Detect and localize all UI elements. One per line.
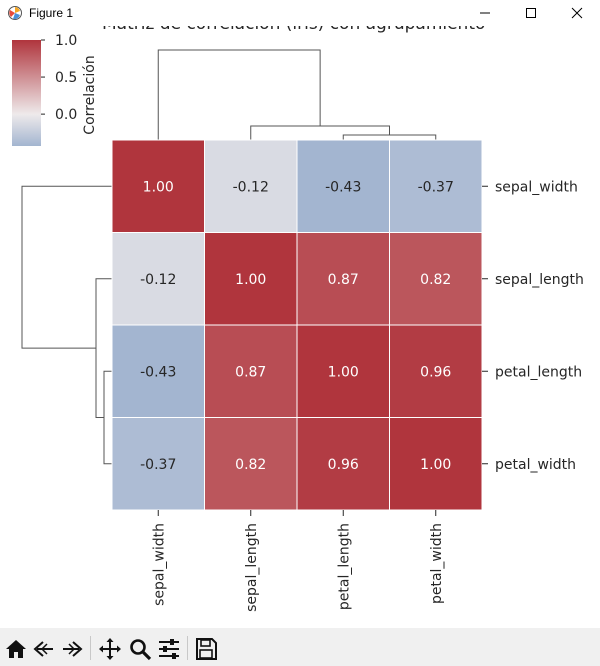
cell-value-label: 1.00: [420, 457, 451, 473]
cell-value-label: 0.96: [328, 457, 359, 473]
minimize-icon: [480, 12, 490, 14]
cell-value-label: 0.96: [420, 364, 451, 380]
dendrogram-branch: [157, 49, 321, 140]
row-label: sepal_width: [495, 179, 578, 195]
cell-value-label: -0.37: [418, 179, 454, 195]
close-icon: [571, 7, 583, 19]
forward-arrow-icon[interactable]: [60, 637, 84, 661]
configure-subplots-icon[interactable]: [157, 637, 181, 661]
heatmap-cells: 1.00 -0.12 -0.43 -0.37 -0.12 1.00 0.87 0.82 -0.4…: [111, 139, 483, 511]
heatmap-cell: [296, 139, 390, 233]
maximize-icon: [526, 8, 536, 18]
cell-value-label: 0.87: [235, 364, 266, 380]
row-dendrogram: [21, 185, 112, 465]
column-dendrogram: [157, 49, 437, 140]
heatmap-cell: [111, 232, 205, 326]
colorbar-label: Correlación: [82, 55, 98, 134]
navigation-toolbar: [0, 628, 600, 666]
cell-value-label: -0.12: [233, 179, 269, 195]
heatmap-cell: [389, 417, 483, 511]
minimize-button[interactable]: [462, 0, 508, 26]
column-label: sepal_length: [244, 523, 260, 612]
cell-value-label: 1.00: [328, 364, 359, 380]
row-label: sepal_length: [495, 272, 584, 288]
save-disk-icon[interactable]: [194, 637, 218, 661]
heatmap-cell: [204, 324, 298, 418]
toolbar-separator: [187, 636, 188, 660]
dendrogram-branch: [103, 370, 112, 465]
cell-value-label: -0.43: [325, 179, 361, 195]
row-label: petal_length: [495, 364, 582, 380]
heatmap-cell: [111, 324, 205, 418]
colorbar-tick-label: 0.5: [55, 70, 77, 86]
zoom-magnifier-icon[interactable]: [128, 637, 152, 661]
maximize-button[interactable]: [508, 0, 554, 26]
heatmap-cell: [296, 417, 390, 511]
close-button[interactable]: [554, 0, 600, 26]
row-label: petal_width: [495, 457, 576, 473]
cell-value-label: 1.00: [143, 179, 174, 195]
heatmap-cell: [111, 139, 205, 233]
row-tick-labels: sepal_width sepal_length petal_lengthpetal…: [482, 179, 584, 473]
home-icon[interactable]: [4, 637, 28, 661]
window-titlebar: Figure 1: [0, 0, 600, 26]
column-label: petal_length: [336, 523, 352, 610]
cell-value-label: -0.43: [140, 364, 176, 380]
clustermap-chart: 1.00 -0.12 -0.43 -0.37 -0.12 1.00 0.87 0.82 -0.4…: [12, 33, 584, 612]
column-label: sepal_width: [151, 523, 167, 606]
cell-value-label: 0.82: [235, 457, 266, 473]
colorbar-gradient: [12, 40, 41, 146]
heatmap-cell: [389, 232, 483, 326]
cell-value-label: 1.00: [235, 272, 266, 288]
dendrogram-branch: [250, 125, 390, 140]
pan-move-icon[interactable]: [98, 637, 122, 661]
cell-value-label: -0.12: [140, 272, 176, 288]
back-arrow-icon[interactable]: [32, 637, 56, 661]
chart-title: Matriz de correlación (iris) con agrupam…: [102, 26, 485, 34]
heatmap-cell: [204, 417, 298, 511]
colorbar-tick-label: 1.0: [55, 33, 77, 49]
window-title: Figure 1: [29, 6, 74, 20]
heatmap-cell: [204, 232, 298, 326]
dendrogram-branch: [21, 185, 112, 349]
toolbar-separator: [90, 636, 91, 660]
cell-value-label: -0.37: [140, 457, 176, 473]
heatmap-cell: [296, 324, 390, 418]
figure-canvas: Matriz de correlación (iris) con agrupam…: [0, 26, 600, 628]
colorbar: 1.0 0.5 0.0: [12, 33, 77, 146]
column-tick-labels: sepal_width sepal_length petal_length petal…: [151, 510, 445, 612]
matplotlib-app-icon: [8, 6, 22, 20]
cell-value-label: 0.87: [328, 272, 359, 288]
column-label: petal_width: [429, 523, 445, 604]
heatmap-cell: [204, 139, 298, 233]
cell-value-label: 0.82: [420, 272, 451, 288]
dendrogram-branch: [342, 134, 437, 140]
colorbar-tick-label: 0.0: [55, 107, 77, 123]
heatmap-cell: [111, 417, 205, 511]
heatmap-cell: [389, 324, 483, 418]
